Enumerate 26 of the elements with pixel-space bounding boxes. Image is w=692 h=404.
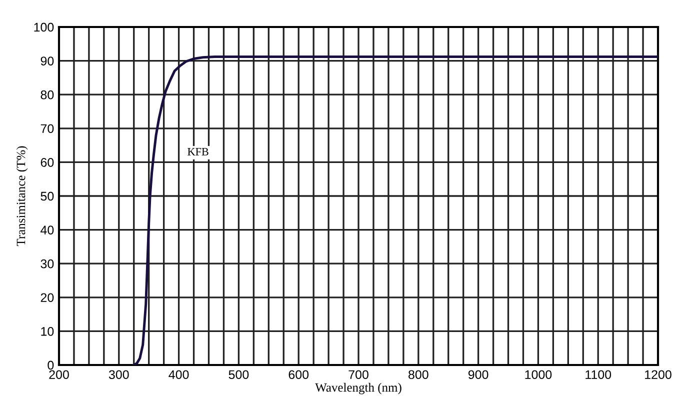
x-tick-label: 1000 [525,370,552,380]
x-tick-label: 400 [168,370,189,380]
x-tick-label: 1200 [645,370,672,380]
x-tick-label: 600 [288,370,309,380]
y-tick-label: 90 [40,56,54,66]
y-tick-label: 10 [41,327,54,336]
x-tick-label: 500 [228,370,249,380]
y-tick-label: 100 [34,22,54,32]
y-tick-label: 70 [40,124,54,134]
x-axis-title: Wavelength (nm) [315,382,402,394]
y-axis-title: Transimitance (T%) [16,146,28,246]
y-tick-label: 50 [40,192,54,201]
y-tick-label: 40 [40,226,54,234]
y-tick-label: 30 [40,259,54,268]
x-tick-label: 700 [348,370,368,380]
x-tick-label: 300 [108,370,129,380]
x-tick-label: 900 [468,370,488,380]
text: KFB [188,148,208,156]
x-tick-label: 200 [49,370,69,380]
line-series [132,55,658,365]
x-tick-label: 800 [408,370,428,380]
y-tick-label: 0 [48,360,54,370]
y-tick-label: 20 [40,293,54,302]
x-tick-label: 1100 [586,370,612,380]
y-tick-label: 80 [40,90,54,100]
y-tick-label: 60 [40,158,54,167]
